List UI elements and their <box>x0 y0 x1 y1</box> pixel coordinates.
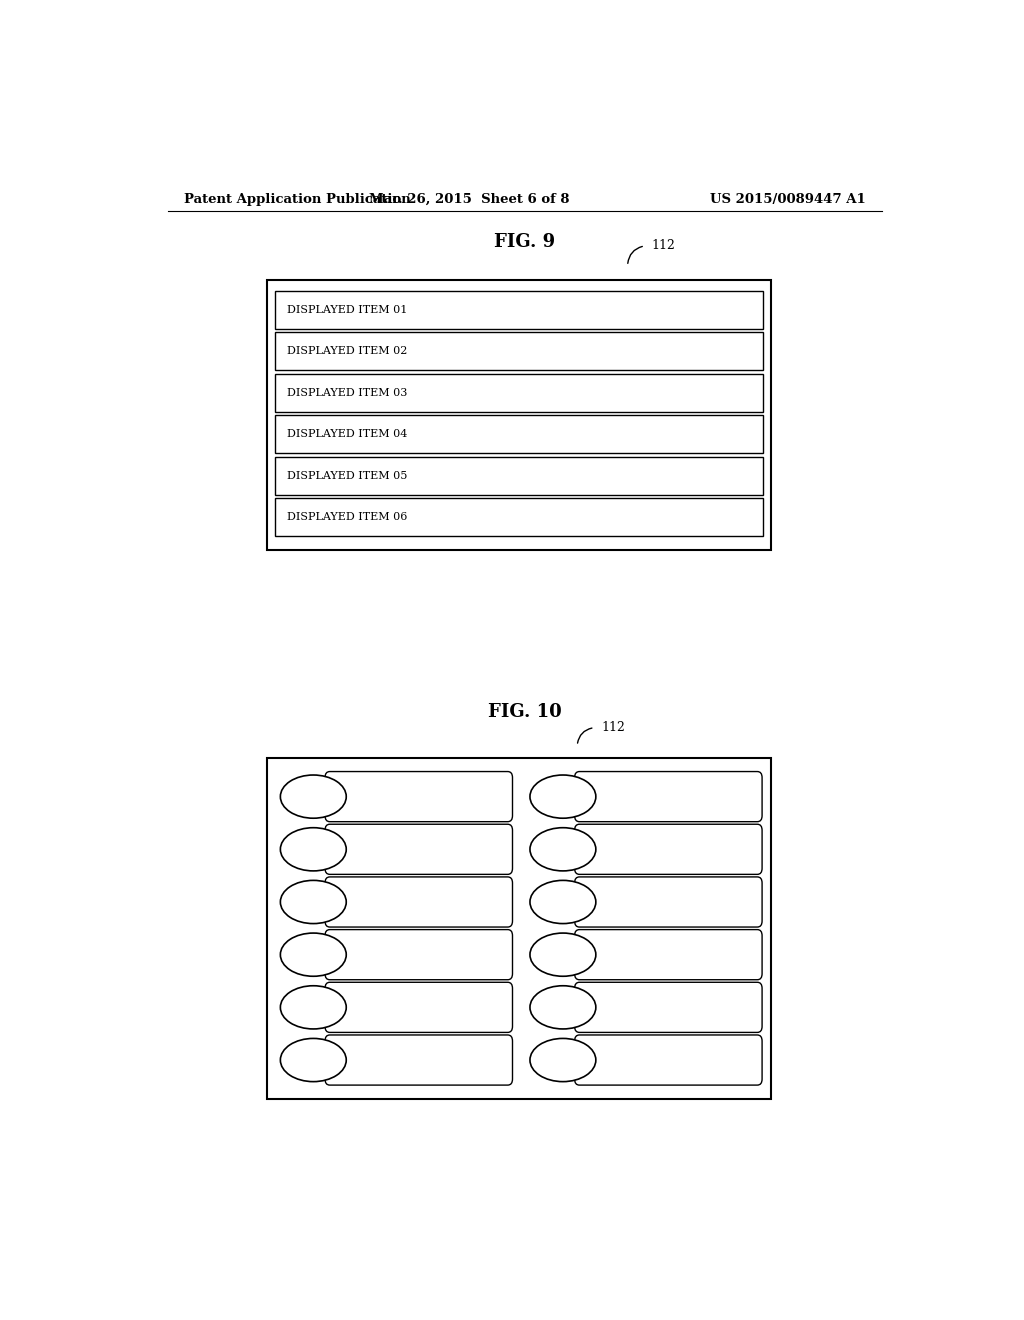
Text: DISPLAYED ITEM 02: DISPLAYED ITEM 02 <box>287 346 408 356</box>
Ellipse shape <box>530 828 596 871</box>
Ellipse shape <box>530 933 596 977</box>
Ellipse shape <box>281 986 346 1030</box>
FancyBboxPatch shape <box>574 982 762 1032</box>
FancyBboxPatch shape <box>325 876 512 927</box>
FancyBboxPatch shape <box>325 772 512 821</box>
Bar <box>267 758 771 1098</box>
FancyBboxPatch shape <box>574 929 762 979</box>
Bar <box>274 457 763 495</box>
Bar <box>267 280 771 549</box>
FancyBboxPatch shape <box>325 929 512 979</box>
FancyBboxPatch shape <box>325 824 512 874</box>
Text: DISPLAYED ITEM 05: DISPLAYED ITEM 05 <box>287 471 408 480</box>
FancyBboxPatch shape <box>325 982 512 1032</box>
Text: FIG. 10: FIG. 10 <box>487 704 562 721</box>
Text: Mar. 26, 2015  Sheet 6 of 8: Mar. 26, 2015 Sheet 6 of 8 <box>369 193 569 206</box>
Bar <box>274 290 763 329</box>
Bar <box>274 333 763 370</box>
FancyBboxPatch shape <box>574 772 762 821</box>
Ellipse shape <box>281 933 346 977</box>
Text: DISPLAYED ITEM 04: DISPLAYED ITEM 04 <box>287 429 408 440</box>
Bar <box>274 374 763 412</box>
Text: US 2015/0089447 A1: US 2015/0089447 A1 <box>711 193 866 206</box>
Bar <box>274 414 763 453</box>
Text: DISPLAYED ITEM 06: DISPLAYED ITEM 06 <box>287 512 408 523</box>
Ellipse shape <box>530 775 596 818</box>
Text: DISPLAYED ITEM 03: DISPLAYED ITEM 03 <box>287 388 408 397</box>
Ellipse shape <box>281 880 346 924</box>
FancyBboxPatch shape <box>574 824 762 874</box>
Ellipse shape <box>530 986 596 1030</box>
Ellipse shape <box>281 1039 346 1081</box>
Ellipse shape <box>281 828 346 871</box>
FancyBboxPatch shape <box>574 1035 762 1085</box>
Text: FIG. 9: FIG. 9 <box>495 232 555 251</box>
Bar <box>274 498 763 536</box>
FancyBboxPatch shape <box>325 1035 512 1085</box>
Ellipse shape <box>530 880 596 924</box>
Text: 112: 112 <box>601 721 625 734</box>
Ellipse shape <box>281 775 346 818</box>
Text: DISPLAYED ITEM 01: DISPLAYED ITEM 01 <box>287 305 408 314</box>
Text: 112: 112 <box>651 239 675 252</box>
FancyBboxPatch shape <box>574 876 762 927</box>
Ellipse shape <box>530 1039 596 1081</box>
Text: Patent Application Publication: Patent Application Publication <box>183 193 411 206</box>
